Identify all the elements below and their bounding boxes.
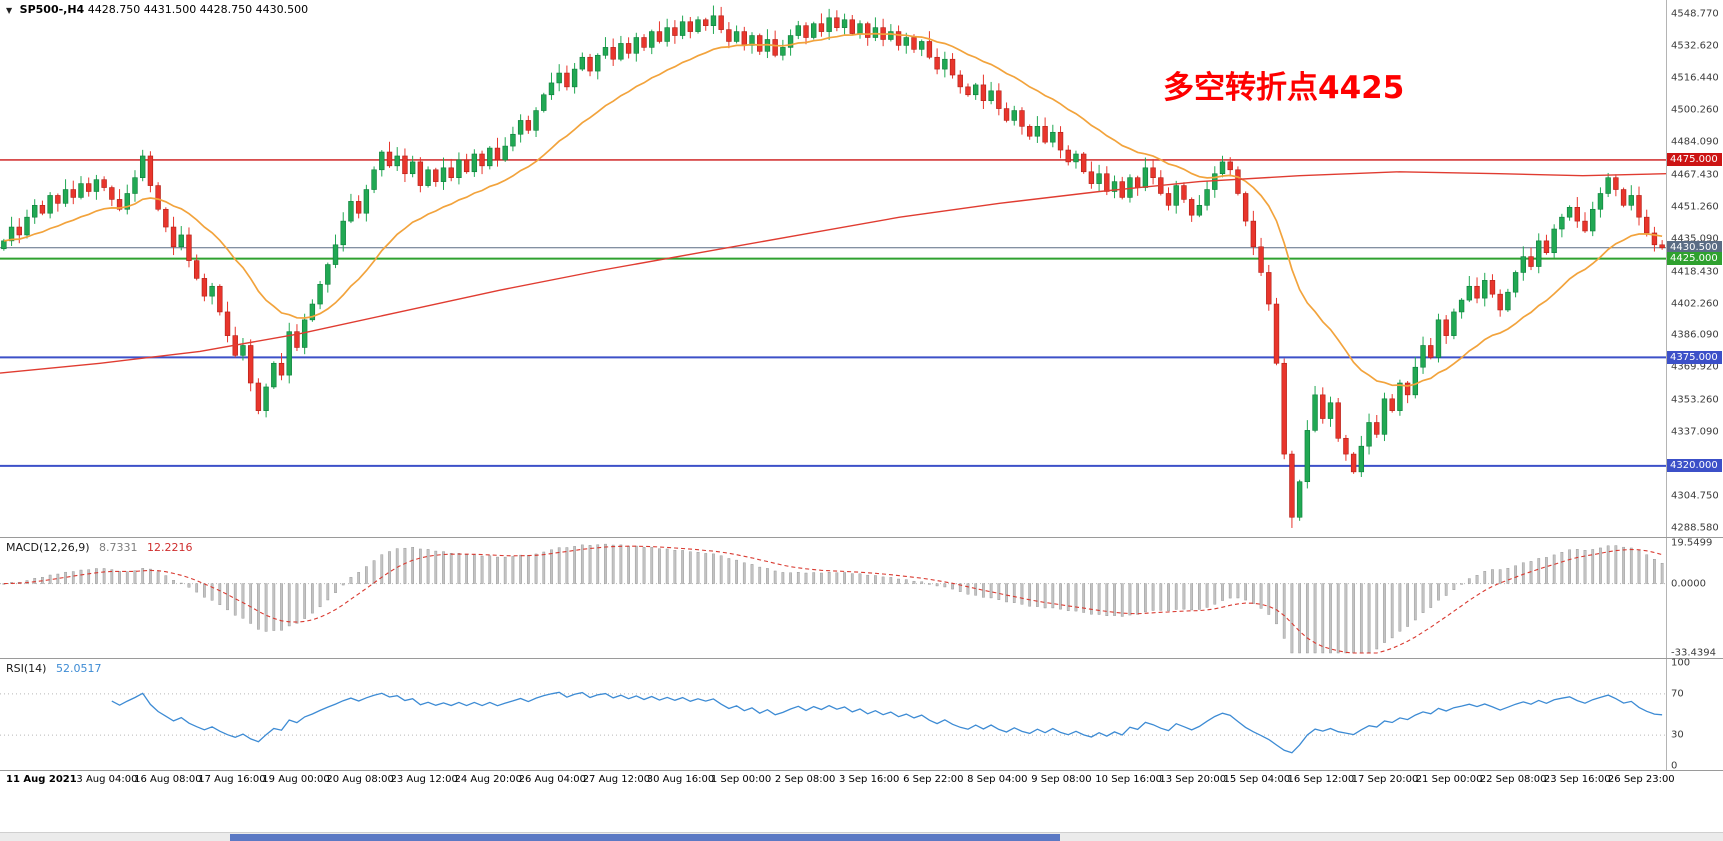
- price-chart[interactable]: [0, 0, 1666, 537]
- rsi-tick: 70: [1671, 688, 1684, 700]
- price-tick: 4304.750: [1671, 490, 1719, 502]
- price-tick: 4548.770: [1671, 8, 1719, 20]
- price-level-tag: 4425.000: [1667, 252, 1722, 266]
- ohlc-values: 4428.750 4431.500 4428.750 4430.500: [87, 3, 309, 16]
- symbol-period-label: SP500-,H4: [19, 3, 85, 16]
- rsi-tick: 30: [1671, 729, 1684, 741]
- time-label: 26 Sep 23:00: [1607, 774, 1675, 785]
- time-label: 17 Sep 20:00: [1351, 774, 1419, 785]
- time-label: 27 Aug 12:00: [582, 774, 651, 785]
- horizontal-scrollbar-thumb[interactable]: [230, 834, 1060, 841]
- window-menu-icon[interactable]: ▼: [6, 6, 13, 15]
- time-label: 16 Aug 08:00: [134, 774, 202, 785]
- price-level-tag: 4375.000: [1667, 350, 1722, 364]
- rsi-tick: 100: [1671, 657, 1691, 669]
- macd-axis[interactable]: 19.5499 0.0000 -33.4394: [1666, 537, 1723, 659]
- price-tick: 4337.090: [1671, 426, 1719, 438]
- rsi-value: 52.0517: [55, 662, 102, 675]
- macd-tick: 19.5499: [1671, 537, 1713, 549]
- price-tick: 4402.260: [1671, 298, 1719, 310]
- macd-header: MACD(12,26,9) 8.7331 12.2216: [6, 541, 193, 554]
- price-level-tag: 4475.000: [1667, 153, 1722, 167]
- rsi-chart[interactable]: [0, 659, 1666, 770]
- time-label: 3 Sep 16:00: [839, 774, 900, 785]
- price-tick: 4467.430: [1671, 169, 1719, 181]
- price-tick: 4500.260: [1671, 104, 1719, 116]
- price-tick: 4386.090: [1671, 329, 1719, 341]
- macd-tick: -33.4394: [1671, 647, 1716, 659]
- rsi-tick: 0: [1671, 760, 1678, 772]
- price-tick: 4484.090: [1671, 136, 1719, 148]
- time-label: 10 Sep 16:00: [1095, 774, 1163, 785]
- time-label: 30 Aug 16:00: [646, 774, 715, 785]
- time-label: 13 Aug 04:00: [70, 774, 138, 785]
- time-label: 13 Sep 20:00: [1159, 774, 1227, 785]
- price-tick: 4532.620: [1671, 40, 1719, 52]
- time-label: 9 Sep 08:00: [1031, 774, 1092, 785]
- price-tick: 4418.430: [1671, 266, 1719, 278]
- macd-main-value: 8.7331: [99, 541, 138, 554]
- time-label: 23 Aug 12:00: [390, 774, 458, 785]
- rsi-panel: 100 70 30 0 RSI(14) 52.0517: [0, 657, 1723, 772]
- price-tick: 4516.440: [1671, 72, 1719, 84]
- time-label: 20 Aug 08:00: [326, 774, 394, 785]
- macd-signal-value: 12.2216: [147, 541, 193, 554]
- time-label: 17 Aug 16:00: [198, 774, 266, 785]
- chart-header: ▼ SP500-,H4 4428.750 4431.500 4428.750 4…: [6, 3, 308, 16]
- price-axis[interactable]: 4548.770 4532.620 4516.440 4500.260 4484.090…: [1666, 0, 1723, 537]
- macd-tick: 0.0000: [1671, 578, 1706, 590]
- price-level-tag: 4320.000: [1667, 459, 1722, 473]
- time-label: 19 Aug 00:00: [262, 774, 330, 785]
- time-label: 8 Sep 04:00: [967, 774, 1028, 785]
- rsi-label: RSI(14): [6, 662, 47, 675]
- time-label: 26 Aug 04:00: [518, 774, 587, 785]
- time-label: 1 Sep 00:00: [710, 774, 772, 785]
- price-tick: 4369.920: [1671, 361, 1719, 373]
- time-label: 6 Sep 22:00: [903, 774, 964, 785]
- time-label: 21 Sep 00:00: [1415, 774, 1483, 785]
- macd-panel: 19.5499 0.0000 -33.4394 MACD(12,26,9) 8.73…: [0, 538, 1723, 659]
- price-panel: 4548.770 4532.620 4516.440 4500.260 4484.090…: [0, 0, 1723, 538]
- time-label: 15 Sep 04:00: [1223, 774, 1291, 785]
- price-tick: 4451.260: [1671, 201, 1719, 213]
- price-tick: 4435.090: [1671, 233, 1719, 245]
- time-label: 23 Sep 16:00: [1543, 774, 1611, 785]
- time-label: 24 Aug 20:00: [454, 774, 522, 785]
- time-label: 22 Sep 08:00: [1479, 774, 1547, 785]
- macd-chart[interactable]: [0, 538, 1666, 658]
- price-tick: 4288.580: [1671, 522, 1719, 534]
- time-axis[interactable]: 11 Aug 2021 13 Aug 04:00 16 Aug 08:00 17 Au…: [0, 771, 1723, 788]
- annotation-text: 多空转折点4425: [1163, 70, 1405, 106]
- horizontal-scrollbar: [0, 832, 1723, 841]
- time-label: 16 Sep 12:00: [1287, 774, 1355, 785]
- rsi-header: RSI(14) 52.0517: [6, 662, 101, 675]
- rsi-axis[interactable]: 100 70 30 0: [1666, 657, 1723, 772]
- time-label: 11 Aug 2021: [6, 774, 77, 785]
- time-label: 2 Sep 08:00: [774, 774, 836, 785]
- price-level-tag: 4430.500: [1667, 241, 1722, 255]
- macd-label: MACD(12,26,9): [6, 541, 90, 554]
- price-tick: 4353.260: [1671, 394, 1719, 406]
